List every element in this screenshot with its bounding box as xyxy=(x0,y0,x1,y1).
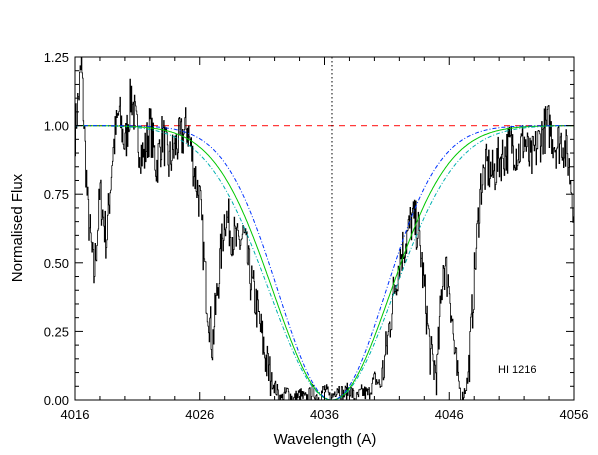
y-tick-label: 1.25 xyxy=(44,50,69,65)
observed-spectrum xyxy=(75,57,574,400)
x-tick-label: 4016 xyxy=(61,407,90,422)
y-axis-title: Normalised Flux xyxy=(9,173,26,282)
x-axis-title: Wavelength (A) xyxy=(274,431,377,448)
x-axis-ticks: 4016 4026 4036 4046 4056 xyxy=(61,57,589,422)
y-tick-label: 1.00 xyxy=(44,119,69,134)
y-tick-label: 0.50 xyxy=(44,256,69,271)
annotation-label: HI 1216 xyxy=(498,364,537,376)
fit-upper-bound xyxy=(75,125,574,400)
y-tick-label: 0.25 xyxy=(44,324,69,339)
y-tick-label: 0.00 xyxy=(44,393,69,408)
y-axis-ticks: 0.00 0.25 0.50 0.75 1.00 1.25 xyxy=(44,50,574,408)
y-tick-label: 0.75 xyxy=(44,187,69,202)
x-tick-label: 4056 xyxy=(560,407,589,422)
x-tick-label: 4026 xyxy=(185,407,214,422)
x-tick-label: 4036 xyxy=(310,407,339,422)
plot-frame xyxy=(74,56,575,401)
x-tick-label: 4046 xyxy=(435,407,464,422)
